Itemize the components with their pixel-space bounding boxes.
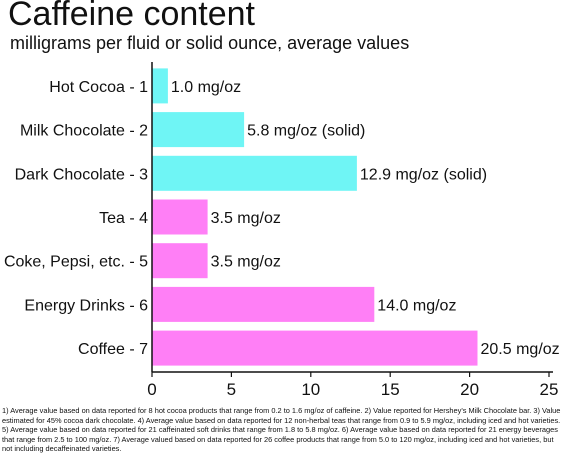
data-label: 14.0 mg/oz: [377, 297, 456, 314]
data-label: 3.5 mg/oz: [211, 254, 281, 271]
bar: [152, 243, 208, 279]
x-tick-label: 10: [301, 380, 320, 399]
bar: [152, 68, 168, 104]
data-label: 20.5 mg/oz: [481, 341, 560, 358]
category-label: Hot Cocoa - 1: [49, 79, 148, 96]
x-tick-label: 0: [147, 380, 156, 399]
bar: [152, 112, 245, 148]
bar: [152, 155, 357, 191]
category-label: Energy Drinks - 6: [24, 297, 148, 314]
bar: [152, 199, 208, 235]
x-tick-label: 20: [460, 380, 479, 399]
chart-subtitle: milligrams per fluid or solid ounce, ave…: [10, 33, 410, 53]
category-label: Dark Chocolate - 3: [15, 166, 148, 183]
x-tick-label: 15: [381, 380, 400, 399]
data-label: 5.8 mg/oz (solid): [247, 123, 365, 140]
category-label: Tea - 4: [99, 210, 148, 227]
chart-title: Caffeine content: [8, 0, 255, 33]
footnote: 1) Average value based on data reported …: [2, 406, 561, 454]
data-label: 3.5 mg/oz: [211, 210, 281, 227]
bar: [152, 330, 478, 366]
x-tick-label: 25: [540, 380, 559, 399]
data-label: 1.0 mg/oz: [171, 79, 241, 96]
category-label: Milk Chocolate - 2: [20, 123, 148, 140]
bar: [152, 286, 375, 322]
data-label: 12.9 mg/oz (solid): [360, 166, 487, 183]
category-label: Coke, Pepsi, etc. - 5: [4, 254, 148, 271]
category-label: Coffee - 7: [78, 341, 148, 358]
x-tick-label: 5: [227, 380, 236, 399]
